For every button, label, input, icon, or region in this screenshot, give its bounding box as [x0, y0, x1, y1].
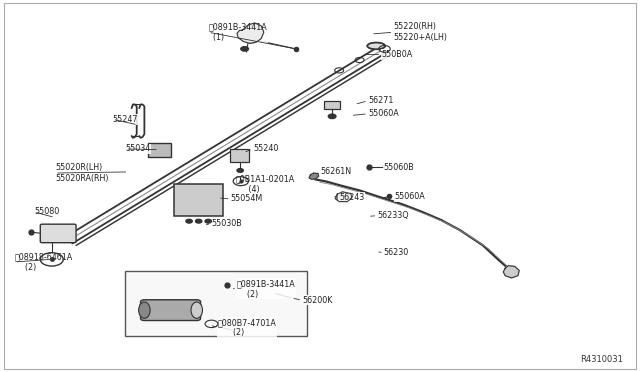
FancyBboxPatch shape: [324, 101, 340, 109]
Text: 56200K: 56200K: [302, 296, 333, 305]
Circle shape: [205, 219, 211, 223]
Circle shape: [237, 169, 243, 172]
Text: 55060A: 55060A: [395, 192, 426, 201]
Text: 55034: 55034: [125, 144, 150, 153]
FancyBboxPatch shape: [174, 184, 223, 216]
FancyBboxPatch shape: [230, 149, 249, 162]
Text: ⓝ08918-6461A
    (2): ⓝ08918-6461A (2): [15, 252, 73, 272]
Text: 55060A: 55060A: [368, 109, 399, 118]
Polygon shape: [237, 23, 264, 43]
FancyBboxPatch shape: [148, 143, 172, 157]
Ellipse shape: [139, 302, 150, 318]
Text: 56261N: 56261N: [320, 167, 351, 176]
Text: 56271: 56271: [368, 96, 393, 105]
Text: 55020R(LH)
55020RA(RH): 55020R(LH) 55020RA(RH): [55, 163, 108, 183]
Text: 55220(RH)
55220+A(LH): 55220(RH) 55220+A(LH): [394, 22, 447, 42]
Text: ⒳080B7-4701A
      (2): ⒳080B7-4701A (2): [218, 318, 276, 337]
Text: 55060B: 55060B: [384, 163, 415, 172]
Circle shape: [328, 114, 336, 119]
FancyBboxPatch shape: [141, 300, 200, 321]
Text: 56230: 56230: [384, 248, 409, 257]
Polygon shape: [309, 173, 319, 179]
Text: 56243: 56243: [339, 193, 364, 202]
Circle shape: [195, 219, 202, 223]
Text: 55247: 55247: [113, 115, 138, 124]
Text: 55080: 55080: [34, 208, 59, 217]
Text: 55040C: 55040C: [161, 312, 191, 321]
Text: 55030B: 55030B: [211, 219, 242, 228]
Text: ⓝ0891B-3441A
    (2): ⓝ0891B-3441A (2): [237, 279, 296, 299]
Text: 55054M: 55054M: [230, 195, 263, 203]
Text: 55240: 55240: [253, 144, 278, 153]
Polygon shape: [503, 266, 519, 278]
Text: ⓝ0891B-3441A
  (1): ⓝ0891B-3441A (1): [208, 22, 267, 42]
Circle shape: [241, 46, 248, 51]
Text: 56233Q: 56233Q: [378, 211, 409, 220]
Ellipse shape: [191, 302, 202, 318]
Polygon shape: [335, 192, 352, 202]
Circle shape: [186, 219, 192, 223]
Text: 550B0A: 550B0A: [381, 50, 413, 59]
FancyBboxPatch shape: [125, 271, 307, 336]
Text: R4310031: R4310031: [580, 355, 623, 364]
Ellipse shape: [367, 42, 385, 49]
FancyBboxPatch shape: [40, 224, 76, 243]
Text: ⓝ0B1A1-0201A
     (4): ⓝ0B1A1-0201A (4): [236, 174, 295, 194]
